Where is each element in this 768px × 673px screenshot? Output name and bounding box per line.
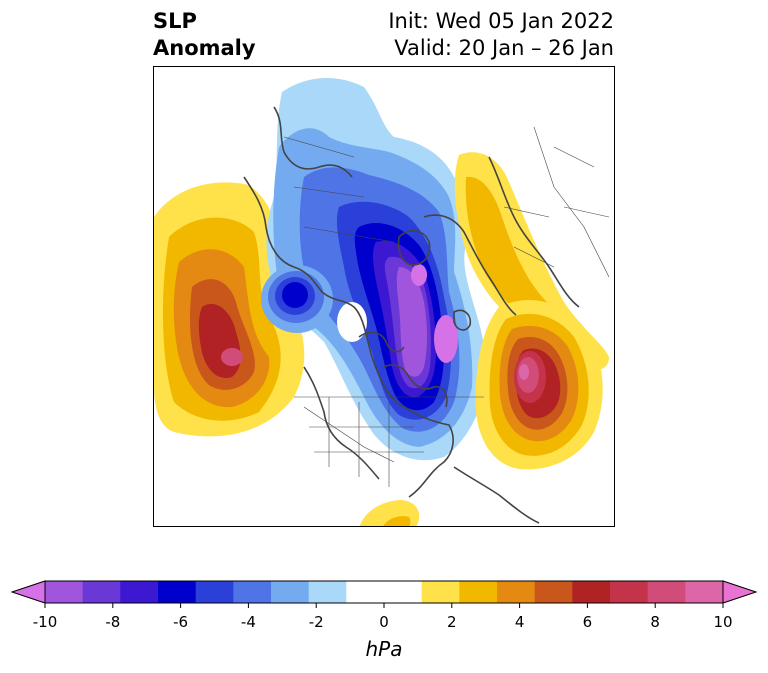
colorbar-cell (45, 581, 84, 603)
political-borders (283, 126, 610, 487)
colorbar-cell (346, 581, 385, 603)
colorbar-cell (685, 581, 724, 603)
colorbar-cell (120, 581, 159, 603)
coastlines (243, 106, 580, 524)
colorbar-tick-label: 8 (650, 613, 660, 631)
init-date-label: Init: Wed 05 Jan 2022 (388, 9, 614, 33)
anomaly-map (154, 77, 610, 526)
colorbar-cell (271, 581, 310, 603)
map-panel (153, 66, 615, 527)
colorbar-cell (308, 581, 347, 603)
colorbar-tick-label: 0 (379, 613, 389, 631)
colorbar-unit-label: hPa (365, 637, 403, 661)
colorbar-cell (610, 581, 649, 603)
anomaly-north-atlantic-high (475, 299, 603, 470)
date-info: Init: Wed 05 Jan 2022 Valid: 20 Jan – 26… (388, 8, 614, 62)
kind-label: Anomaly (153, 36, 256, 60)
colorbar-tick-label: -4 (240, 613, 256, 631)
colorbar-tick-label: 10 (713, 613, 733, 631)
variable-label: SLP (153, 9, 197, 33)
colorbar (10, 580, 758, 608)
colorbar-tick-label: -10 (32, 613, 58, 631)
anomaly-canada-arctic-low (266, 77, 487, 461)
colorbar-tick-label: 4 (514, 613, 525, 631)
colorbar-tick-label: 6 (582, 613, 593, 631)
colorbar-tick-label: -2 (308, 613, 324, 631)
colorbar-cell (534, 581, 573, 603)
colorbar-tick-label: 2 (447, 613, 457, 631)
colorbar-cell (421, 581, 460, 603)
colorbar-tick-label: -8 (105, 613, 121, 631)
colorbar-cell (497, 581, 536, 603)
colorbar-cell (572, 581, 611, 603)
anomaly-subtropical-atlantic-high (359, 500, 420, 526)
colorbar-cell (233, 581, 272, 603)
colorbar-cell (158, 581, 197, 603)
valid-range-label: Valid: 20 Jan – 26 Jan (394, 36, 614, 60)
colorbar-cell (459, 581, 498, 603)
neutral-zone (337, 302, 367, 342)
colorbar-extend-low (10, 580, 46, 604)
map-title: SLP Anomaly (153, 8, 256, 62)
colorbar-cell (82, 581, 121, 603)
colorbar-cell (195, 581, 234, 603)
colorbar-cell (384, 581, 423, 603)
colorbar-tick-label: -6 (173, 613, 189, 631)
colorbar-cell (647, 581, 686, 603)
anomaly-gulf-of-alaska-low (261, 265, 333, 333)
colorbar-extend-high (722, 580, 758, 604)
